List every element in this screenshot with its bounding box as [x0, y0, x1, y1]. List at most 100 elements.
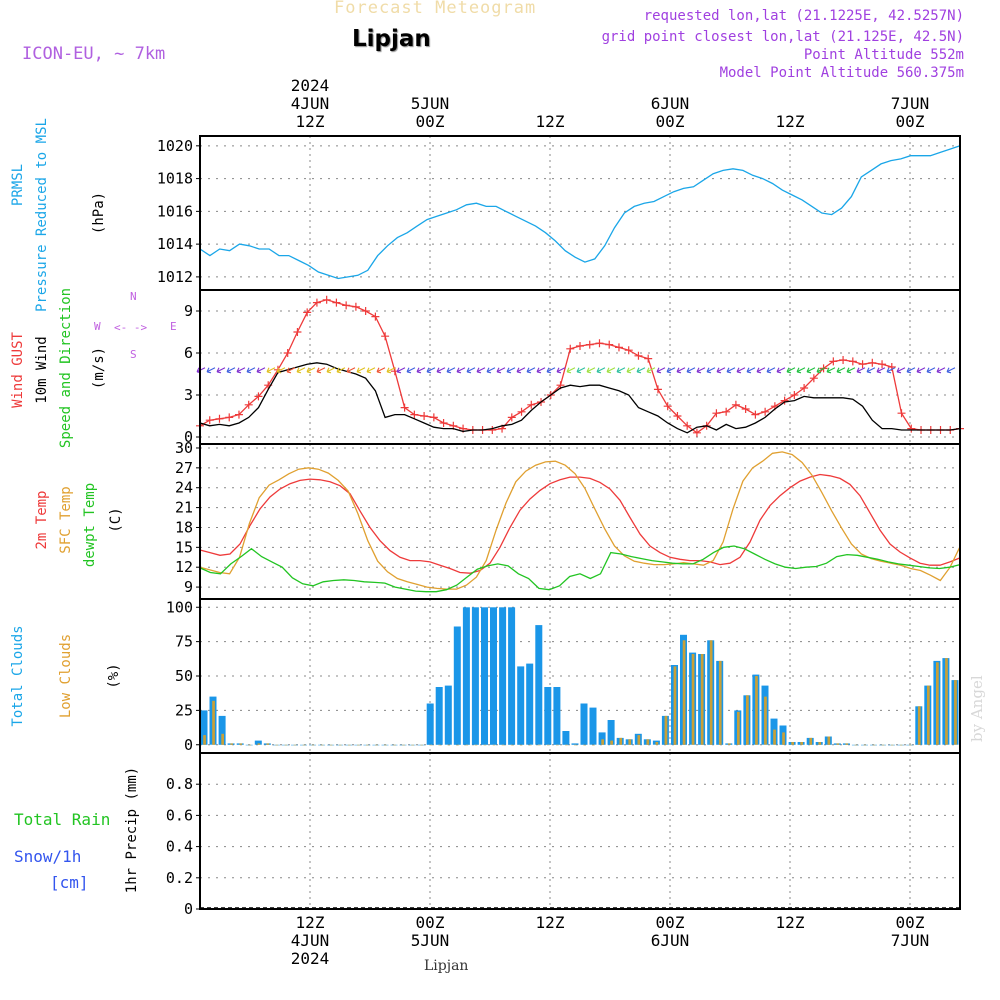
low-cloud-bar	[556, 744, 559, 746]
total-cloud-bar	[218, 715, 226, 745]
low-cloud-bar	[456, 744, 460, 746]
gust-marker	[332, 298, 341, 307]
gust-marker	[839, 356, 848, 364]
ytick-label-wind: 6	[184, 344, 193, 362]
gust-marker	[712, 409, 721, 418]
low-cloud-bar	[203, 735, 206, 745]
low-cloud-bar	[818, 742, 822, 745]
total-cloud-bar	[426, 703, 434, 745]
wind-direction-arrow	[896, 367, 906, 374]
low-cloud-bar	[302, 744, 306, 746]
wind-direction-arrow	[276, 367, 286, 374]
wind-direction-arrow	[786, 367, 796, 374]
total-cloud-bar	[254, 740, 262, 745]
wind-direction-arrow	[306, 367, 316, 374]
low-cloud-bar	[682, 640, 686, 745]
wind-direction-arrow	[906, 367, 916, 374]
low-cloud-bar	[845, 743, 849, 745]
grid-point-location: grid point closest lon,lat (21.125E, 42.…	[601, 29, 964, 45]
low-cloud-bar	[528, 744, 532, 746]
total-cloud-bar	[444, 685, 452, 745]
gust-marker	[692, 428, 701, 437]
low-cloud-bar	[619, 737, 623, 745]
wind-direction-arrow	[526, 367, 536, 374]
gust-marker	[293, 328, 302, 336]
panel-pressure	[196, 135, 961, 291]
ytick-label-precip: 0.4	[166, 838, 193, 856]
top-time-label: 12Z	[536, 112, 565, 131]
gust-marker	[800, 384, 809, 392]
compass-e: E	[170, 320, 177, 333]
wind-direction-arrow	[356, 367, 366, 374]
total-cloud-bar	[200, 710, 208, 745]
wind-direction-arrow	[836, 367, 846, 374]
bottom-time-label: 00Z	[896, 913, 925, 932]
low-cloud-bar	[583, 744, 586, 746]
low-cloud-bar	[429, 744, 433, 746]
gust-marker	[439, 419, 448, 427]
total-cloud-bar	[571, 743, 579, 745]
low-cloud-bar	[411, 744, 414, 746]
gust-marker	[429, 413, 438, 422]
ytick-label-temp: 30	[175, 439, 193, 457]
ytick-label-temp: 12	[175, 558, 193, 576]
low-cloud-bar	[727, 743, 731, 745]
ytick-label-temp: 21	[175, 499, 193, 517]
low-cloud-bar	[746, 695, 749, 745]
gust-marker	[585, 340, 594, 349]
total-cloud-bar	[544, 687, 552, 745]
low-cloud-bar	[646, 739, 650, 745]
gust-marker	[361, 307, 370, 315]
ytick-label-precip: 0.2	[166, 869, 193, 887]
series-line-sfc-temp	[199, 451, 961, 590]
low-cloud-bar	[628, 739, 632, 745]
low-cloud-bar	[737, 711, 740, 745]
low-cloud-bar	[492, 744, 496, 746]
wind-direction-arrow	[586, 367, 596, 374]
ytick-label-temp: 9	[184, 578, 193, 596]
wind-direction-arrow	[596, 367, 606, 374]
panel-wind	[196, 289, 964, 445]
low-cloud-bar	[655, 742, 659, 745]
low-cloud-bar	[275, 744, 279, 746]
ytick-label-pressure: 1012	[157, 268, 193, 286]
compass-n: N	[130, 290, 137, 303]
wind-direction-arrow	[536, 367, 546, 374]
low-cloud-bar	[945, 658, 948, 745]
ytick-label-pressure: 1014	[157, 235, 193, 253]
gust-marker	[897, 409, 906, 418]
wind-direction-arrow	[266, 367, 276, 374]
gust-marker	[342, 301, 351, 310]
ylabel-low-clouds: Low Clouds	[58, 634, 74, 718]
gust-marker	[381, 332, 390, 341]
wind-direction-arrow	[726, 367, 736, 374]
gust-marker	[488, 426, 497, 434]
low-cloud-bar	[827, 736, 831, 745]
wind-direction-arrow	[616, 367, 626, 374]
wind-direction-arrow	[396, 367, 406, 374]
gust-marker	[283, 349, 292, 357]
wind-direction-arrow	[706, 367, 716, 374]
bottom-time-label: 12Z	[536, 913, 565, 932]
wind-direction-arrow	[796, 367, 806, 374]
wind-direction-arrow	[206, 367, 216, 374]
compass-w: W	[94, 320, 101, 333]
wind-direction-arrow	[346, 367, 356, 374]
series-line-2m-temp	[199, 473, 961, 574]
gust-marker	[566, 344, 575, 353]
gust-marker	[234, 410, 243, 419]
bottom-time-label: 5JUN	[411, 931, 450, 950]
low-cloud-bar	[501, 744, 505, 746]
gust-marker	[858, 360, 867, 369]
low-cloud-bar	[601, 739, 604, 745]
author-signature: by Angel	[968, 675, 986, 742]
gust-marker	[907, 424, 916, 433]
low-cloud-bar	[311, 744, 315, 746]
gust-marker	[595, 339, 604, 348]
gust-marker	[322, 295, 331, 304]
bottom-time-label: 12Z	[776, 913, 805, 932]
low-cloud-bar	[836, 743, 840, 745]
wind-direction-arrow	[886, 367, 896, 374]
low-cloud-bar	[366, 744, 369, 746]
top-time-label: 4JUN	[291, 94, 330, 113]
